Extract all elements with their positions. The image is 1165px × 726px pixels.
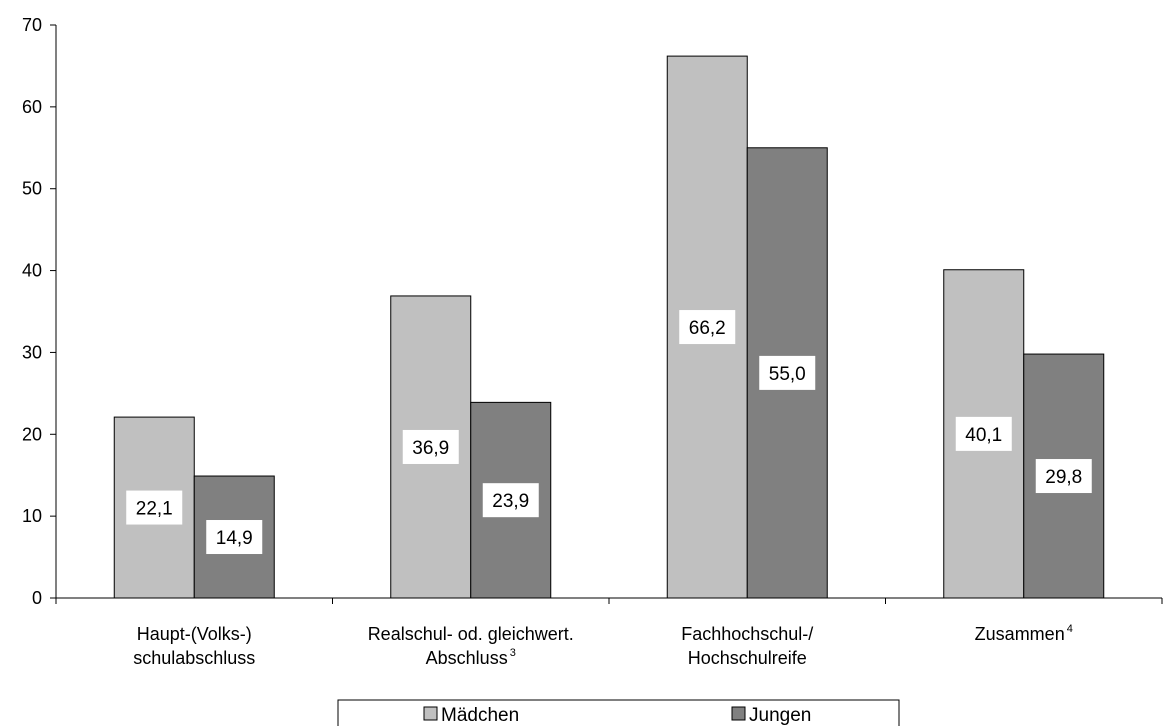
data-label-box	[955, 416, 1012, 451]
legend-swatch-jungen	[731, 706, 746, 721]
y-tick-label: 20	[22, 424, 42, 444]
category-label: Haupt-(Volks-)	[137, 624, 252, 644]
footnote-marker: 3	[510, 647, 516, 659]
y-tick-label: 70	[22, 15, 42, 35]
category-label: Zusammen 4	[975, 623, 1073, 644]
y-tick-label: 40	[22, 261, 42, 281]
footnote-marker: 4	[1067, 623, 1073, 635]
data-label: 40,1	[965, 425, 1002, 446]
data-label-box	[1035, 459, 1092, 494]
data-label-box	[402, 429, 459, 464]
bars	[113, 55, 1105, 599]
data-label: 22,1	[136, 499, 173, 520]
category-label: Realschul- od. gleichwert.	[368, 624, 574, 644]
data-label: 14,9	[216, 528, 253, 549]
data-labels: 22,1 14,9 36,9 23,9 66,2 55,0 40,1 29,8	[126, 310, 1092, 555]
category-labels: Haupt-(Volks-) schulabschluss Realschul- o…	[133, 623, 1073, 668]
category-label: Fachhochschul-/	[681, 624, 813, 644]
data-label-box	[126, 490, 183, 525]
y-tick-label: 10	[22, 506, 42, 526]
y-tick-label: 50	[22, 179, 42, 199]
category-label: schulabschluss	[133, 648, 255, 668]
legend-label-maedchen: Mädchen	[441, 705, 519, 726]
data-label: 66,2	[689, 318, 726, 339]
data-label: 55,0	[769, 364, 806, 385]
data-label: 23,9	[492, 491, 529, 512]
data-label: 29,8	[1045, 467, 1082, 488]
data-label-box	[206, 520, 263, 555]
y-tick-label: 0	[32, 588, 42, 608]
category-label: Hochschulreife	[688, 648, 807, 668]
data-label: 36,9	[412, 438, 449, 459]
legend-label-jungen: Jungen	[749, 705, 811, 726]
data-label-box	[679, 310, 736, 345]
data-label-box	[759, 355, 816, 390]
legend: Mädchen Jungen	[337, 699, 900, 726]
y-tick-label: 30	[22, 342, 42, 362]
data-label-box	[482, 483, 539, 518]
legend-box	[337, 699, 900, 726]
category-label: Abschluss 3	[426, 647, 516, 668]
legend-swatch-maedchen	[423, 706, 438, 721]
y-tick-label: 60	[22, 97, 42, 117]
